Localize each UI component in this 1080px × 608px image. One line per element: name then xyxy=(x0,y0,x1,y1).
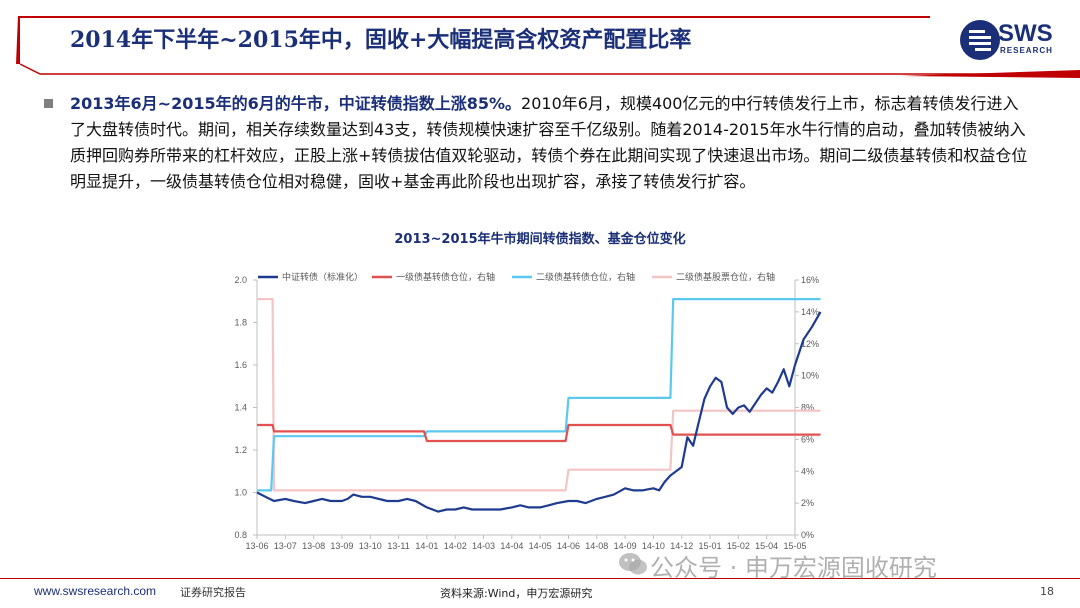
y-right-tick-label: 10% xyxy=(801,371,819,381)
x-tick-label: 13-07 xyxy=(274,541,297,551)
y-right-tick-label: 8% xyxy=(801,403,814,413)
x-tick-label: 14-08 xyxy=(585,541,608,551)
sws-logo-icon xyxy=(960,20,1000,60)
x-tick-label: 13-08 xyxy=(302,541,325,551)
legend-label: 中证转债（标准化） xyxy=(282,271,363,283)
slide-title: 2014年下半年~2015年中，固收+大幅提高含权资产配置比率 xyxy=(70,27,692,53)
x-tick-label: 14-04 xyxy=(500,541,523,551)
series-line-0 xyxy=(256,311,822,513)
source-note: 资料来源:Wind，申万宏源研究 xyxy=(440,587,593,600)
y-right-tick-label: 14% xyxy=(801,307,819,317)
x-tick-label: 15-04 xyxy=(755,541,778,551)
legend-label: 二级债基转债仓位，右轴 xyxy=(536,271,635,283)
y-right-tick-label: 4% xyxy=(801,466,814,476)
y-right-tick-label: 6% xyxy=(801,434,814,444)
logo-text: SWS xyxy=(998,20,1053,47)
y-left-tick-label: 1.6 xyxy=(234,360,247,370)
y-left-tick-label: 1.0 xyxy=(234,488,247,498)
y-left-tick-label: 2.0 xyxy=(234,275,247,285)
watermark-text: 公众号 · 申万宏源固收研究 xyxy=(650,554,937,582)
body-paragraph: 2013年6月~2015年的6月的牛市，中证转债指数上涨85%。2010年6月，… xyxy=(70,91,1030,195)
series-line-3 xyxy=(257,298,821,492)
website-link[interactable]: www.swsresearch.com xyxy=(34,584,157,598)
x-tick-label: 13-06 xyxy=(245,541,268,551)
legend-label: 二级债基股票仓位，右轴 xyxy=(676,271,775,283)
x-tick-label: 14-09 xyxy=(614,541,637,551)
y-left-tick-label: 1.4 xyxy=(234,403,247,413)
x-tick-label: 15-01 xyxy=(699,541,722,551)
y-left-tick-label: 0.8 xyxy=(234,530,247,540)
y-right-tick-label: 0% xyxy=(801,530,814,540)
x-tick-label: 14-03 xyxy=(472,541,495,551)
x-tick-label: 15-02 xyxy=(727,541,750,551)
report-tag: 证券研究报告 xyxy=(180,586,246,599)
logo-subtext: RESEARCH xyxy=(1000,46,1053,55)
title-bar xyxy=(0,0,1080,84)
y-right-tick-label: 12% xyxy=(801,339,819,349)
wechat-icon xyxy=(619,553,647,575)
paragraph-lead: 2013年6月~2015年的6月的牛市，中证转债指数上涨85%。 xyxy=(70,94,522,113)
x-tick-label: 14-12 xyxy=(670,541,693,551)
x-tick-label: 14-06 xyxy=(557,541,580,551)
paragraph-body: 2010年6月，规模400亿元的中行转债发行上市，标志着转债发行进入了大盘转债时… xyxy=(70,94,1028,191)
y-right-tick-label: 2% xyxy=(801,498,814,508)
legend-label: 一级债基转债仓位，右轴 xyxy=(396,271,495,283)
y-right-tick-label: 16% xyxy=(801,275,819,285)
y-left-tick-label: 1.2 xyxy=(234,445,247,455)
chart-title: 2013~2015年牛市期间转债指数、基金仓位变化 xyxy=(394,232,686,247)
bullet-icon xyxy=(44,99,53,108)
series-line-1 xyxy=(257,423,821,443)
page-number: 18 xyxy=(1040,585,1054,598)
x-tick-label: 14-01 xyxy=(415,541,438,551)
x-tick-label: 14-10 xyxy=(642,541,665,551)
x-tick-label: 13-09 xyxy=(330,541,353,551)
x-tick-label: 13-11 xyxy=(387,541,409,551)
footer-divider xyxy=(0,578,1080,579)
x-tick-label: 14-02 xyxy=(444,541,467,551)
x-tick-label: 15-05 xyxy=(783,541,806,551)
series-line-2 xyxy=(257,298,821,492)
title-decoration xyxy=(16,16,1080,78)
x-tick-label: 14-05 xyxy=(529,541,552,551)
y-left-tick-label: 1.8 xyxy=(234,318,247,328)
x-tick-label: 13-10 xyxy=(359,541,382,551)
